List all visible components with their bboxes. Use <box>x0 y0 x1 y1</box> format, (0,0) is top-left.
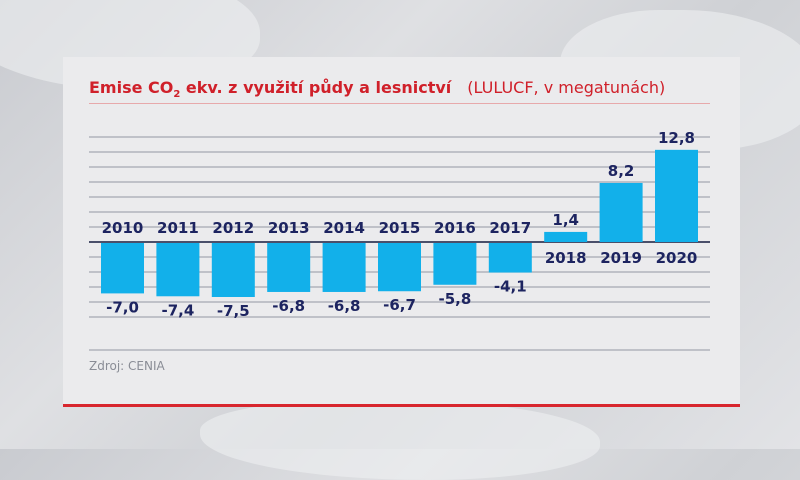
value-label: -7,5 <box>217 302 250 320</box>
value-label: -7,0 <box>106 298 139 316</box>
value-label: -5,8 <box>438 290 471 308</box>
category-label: 2015 <box>379 219 421 237</box>
bar-2013 <box>267 243 311 292</box>
category-label: 2020 <box>656 249 698 267</box>
chart-unit: (LULUCF, v megatunách) <box>467 78 666 97</box>
value-label: 12,8 <box>658 129 695 147</box>
value-label: -6,7 <box>383 296 416 314</box>
category-label: 2013 <box>268 219 310 237</box>
category-label: 2011 <box>157 219 199 237</box>
bar-2018 <box>544 231 588 242</box>
bar-2012 <box>211 243 255 297</box>
category-label: 2016 <box>434 219 476 237</box>
value-label: 8,2 <box>608 162 635 180</box>
value-label: 1,4 <box>552 211 579 229</box>
value-label: -6,8 <box>328 297 361 315</box>
value-label: -7,4 <box>161 301 194 319</box>
value-label: -6,8 <box>272 297 305 315</box>
category-label: 2010 <box>102 219 144 237</box>
bar-chart: -7,0 2010 -7,4 2011 -7,5 2012 -6,8 2013 -6,8 2014… <box>89 129 710 351</box>
bar-2016 <box>433 243 477 285</box>
accent-line <box>63 404 740 407</box>
bar-2010 <box>101 243 144 294</box>
category-label: 2018 <box>545 249 587 267</box>
bar-2017 <box>488 243 532 273</box>
chart-title: Emise CO2 ekv. z využití půdy a lesnictv… <box>89 78 666 101</box>
bar-2011 <box>156 243 200 297</box>
source-note: Zdroj: CENIA <box>89 359 165 373</box>
bar-2019 <box>599 182 643 242</box>
category-label: 2014 <box>323 219 365 237</box>
category-label: 2017 <box>489 219 531 237</box>
category-label: 2019 <box>600 249 642 267</box>
bar-2015 <box>378 243 421 292</box>
bar-2014 <box>322 243 366 292</box>
category-label: 2012 <box>212 219 254 237</box>
value-label: -4,1 <box>494 278 527 296</box>
title-divider <box>89 103 710 104</box>
bar-2020 <box>655 149 698 242</box>
